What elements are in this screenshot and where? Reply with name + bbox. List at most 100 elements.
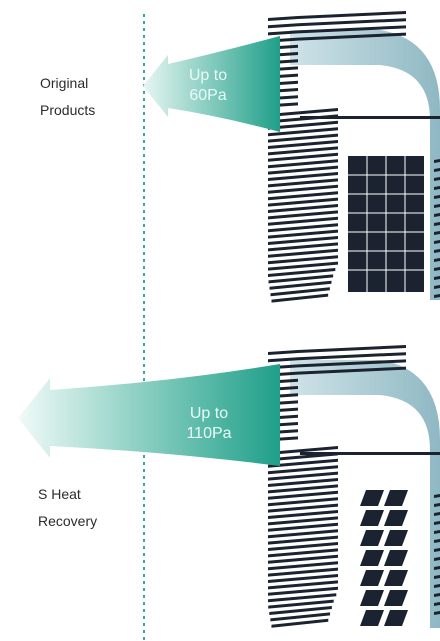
- louver-slat: [298, 345, 406, 353]
- arrow-pressure-label-1: Up to 60Pa: [178, 66, 238, 106]
- louver-slat: [268, 350, 298, 355]
- core-tile: [360, 490, 384, 506]
- louver-slat: [268, 30, 298, 36]
- louver-slat: [434, 557, 440, 561]
- louver-slat: [268, 580, 338, 590]
- louver-slat: [268, 586, 338, 596]
- side-louvers-2: [268, 446, 338, 628]
- louver-slat: [268, 204, 338, 213]
- grid-panel-1: [348, 156, 424, 292]
- louver-slat: [434, 213, 440, 217]
- louver-slat: [268, 593, 337, 603]
- louver-slat: [268, 108, 338, 117]
- louver-slat: [298, 352, 406, 361]
- airflow-arrow-1: [143, 36, 280, 132]
- unit-heat-recovery: [268, 345, 440, 628]
- louver-slat: [268, 223, 338, 233]
- core-tile: [384, 530, 408, 546]
- louver-slat: [434, 548, 440, 552]
- louver-slat: [268, 522, 338, 532]
- core-tile: [384, 490, 408, 506]
- louver-slat: [434, 222, 440, 226]
- duct-curve-1: [290, 30, 440, 300]
- louver-slat: [298, 11, 406, 19]
- arrow-pressure-label-2: Up to 110Pa: [176, 404, 242, 444]
- louver-slat: [268, 229, 338, 239]
- louver-slat: [434, 294, 440, 298]
- edge-louvers-2: [434, 494, 440, 615]
- louver-slat: [298, 25, 406, 34]
- row-label-line: Products: [40, 102, 96, 118]
- louver-slat: [268, 529, 338, 539]
- louver-slat: [268, 554, 338, 564]
- louver-slat: [434, 285, 440, 289]
- louver-slat: [298, 366, 406, 375]
- core-tile: [360, 510, 384, 526]
- louver-slat: [268, 261, 338, 271]
- core-tile: [360, 530, 384, 546]
- louver-slat: [434, 512, 440, 516]
- louver-slat: [270, 287, 330, 297]
- louver-slat: [268, 490, 338, 500]
- louver-slat: [269, 280, 332, 290]
- louver-slat: [434, 159, 440, 163]
- louver-slat: [434, 267, 440, 271]
- arrow-text-line: 110Pa: [186, 425, 232, 442]
- unit-original: [268, 11, 440, 303]
- louver-slat: [434, 276, 440, 280]
- louver-slat: [434, 231, 440, 235]
- core-tile: [360, 590, 384, 606]
- row-label-original: Original Products: [40, 70, 95, 124]
- louver-slat: [268, 357, 298, 363]
- core-tile: [384, 510, 408, 526]
- louver-slat: [434, 186, 440, 190]
- airflow-arrow-2: [18, 364, 280, 466]
- louver-slat: [268, 16, 298, 21]
- arrow-text-line: Up to: [189, 405, 229, 422]
- louver-slat: [268, 458, 338, 468]
- louver-slat: [268, 114, 338, 124]
- row-label-line: S Heat: [38, 486, 81, 502]
- louver-slat: [434, 258, 440, 262]
- louver-slat: [268, 133, 338, 143]
- core-tile: [360, 550, 384, 566]
- louver-slat: [268, 478, 338, 487]
- louver-slat: [434, 521, 440, 525]
- louver-slat: [268, 236, 338, 245]
- louver-slat: [298, 32, 406, 41]
- louver-slat: [434, 249, 440, 253]
- louver-slat: [268, 216, 338, 226]
- core-tile: [384, 570, 408, 586]
- louver-slat: [268, 465, 338, 475]
- louver-slat: [268, 484, 338, 494]
- louver-slat: [268, 274, 334, 284]
- louver-slat: [268, 242, 338, 252]
- edge-louvers-1: [434, 159, 440, 298]
- louver-slat: [268, 184, 338, 194]
- louver-slat: [271, 293, 329, 303]
- louver-slat: [268, 255, 338, 265]
- louver-slat: [434, 611, 440, 615]
- louver-slat: [268, 268, 336, 277]
- louver-slat: [268, 165, 338, 175]
- louver-slat: [434, 503, 440, 507]
- louver-slat: [434, 575, 440, 579]
- arrow-text-line: 60Pa: [189, 87, 227, 104]
- louver-slat: [434, 584, 440, 588]
- row-label-heat-recovery: S Heat Recovery: [38, 481, 97, 535]
- louver-slat: [434, 602, 440, 606]
- duct-curve-2: [290, 360, 440, 628]
- row-label-line: Original: [40, 75, 89, 91]
- louver-slat: [268, 503, 338, 513]
- louver-slat: [270, 612, 331, 622]
- louver-slat: [268, 152, 338, 162]
- louver-slat: [268, 178, 338, 188]
- louver-slat: [268, 191, 338, 201]
- louver-slat: [268, 146, 338, 156]
- louver-slat: [434, 240, 440, 244]
- louver-slat: [268, 561, 338, 571]
- louver-slat: [434, 566, 440, 570]
- louver-slat: [268, 471, 338, 481]
